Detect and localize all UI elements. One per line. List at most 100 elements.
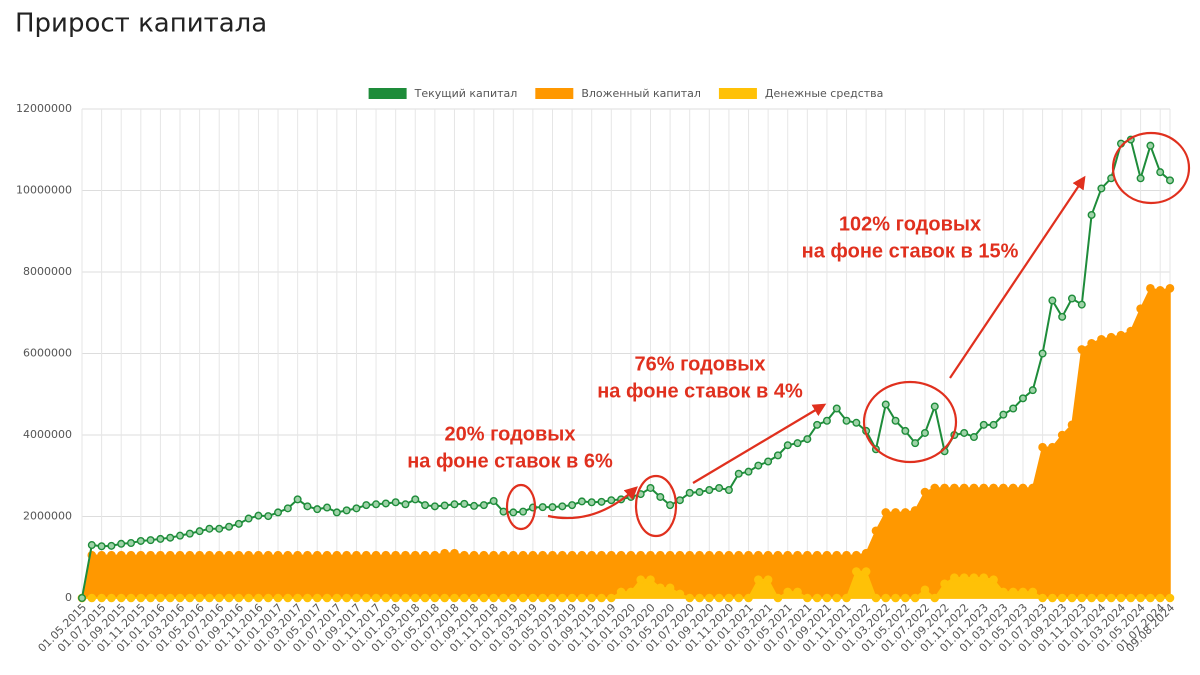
point <box>773 593 783 603</box>
point <box>146 550 155 560</box>
point <box>1028 483 1038 493</box>
point <box>783 441 792 450</box>
point <box>715 483 724 492</box>
point <box>1077 593 1087 603</box>
point <box>666 501 675 510</box>
point <box>1155 286 1165 295</box>
point <box>1038 593 1047 603</box>
point <box>685 488 694 497</box>
point <box>636 550 646 560</box>
point <box>1018 587 1028 597</box>
point <box>616 550 626 560</box>
point <box>234 550 244 560</box>
point <box>832 593 842 603</box>
y-tick-label: 2000000 <box>23 510 72 523</box>
point <box>901 508 910 517</box>
point <box>1116 330 1126 340</box>
point <box>274 508 283 517</box>
point <box>813 420 822 429</box>
point <box>430 593 440 603</box>
point <box>744 550 753 560</box>
point <box>626 587 636 597</box>
point <box>205 524 214 533</box>
y-tick-label: 12000000 <box>16 102 72 115</box>
point <box>410 550 420 560</box>
point <box>87 541 96 550</box>
point <box>185 550 195 560</box>
point <box>263 593 273 603</box>
point <box>332 508 341 517</box>
point <box>538 550 547 560</box>
highlight-circle <box>634 474 678 538</box>
point <box>450 500 459 509</box>
point <box>254 593 263 603</box>
point <box>1067 593 1077 603</box>
point <box>97 542 106 551</box>
point <box>1126 593 1136 603</box>
point <box>763 550 773 560</box>
point <box>430 502 439 511</box>
point <box>1136 304 1145 313</box>
point <box>332 593 342 603</box>
point <box>773 451 782 460</box>
point <box>1106 332 1116 342</box>
point <box>460 499 469 508</box>
point <box>469 550 479 560</box>
point <box>273 593 283 603</box>
point <box>127 538 136 547</box>
point <box>861 548 871 558</box>
point <box>420 550 430 560</box>
point <box>656 550 665 560</box>
point <box>1146 593 1155 603</box>
point <box>303 502 312 511</box>
point <box>107 593 116 603</box>
point <box>754 575 763 584</box>
point <box>401 500 410 509</box>
point <box>999 483 1008 493</box>
y-tick-label: 4000000 <box>23 428 72 441</box>
point <box>734 469 743 478</box>
point <box>195 527 204 536</box>
point <box>1146 141 1155 150</box>
point <box>1077 300 1086 309</box>
point <box>744 467 753 476</box>
point <box>891 508 900 517</box>
point <box>146 536 155 545</box>
point <box>557 550 567 560</box>
point <box>577 497 586 506</box>
point <box>1156 168 1165 177</box>
point <box>146 593 155 603</box>
point <box>1097 593 1106 603</box>
point <box>518 593 528 603</box>
point <box>528 593 538 603</box>
point <box>1048 296 1057 305</box>
point <box>1087 210 1096 219</box>
point <box>313 505 322 514</box>
point <box>871 526 881 536</box>
point <box>87 593 97 603</box>
point <box>371 550 381 560</box>
point <box>646 550 655 560</box>
point <box>793 439 802 448</box>
y-tick-label: 10000000 <box>16 184 72 197</box>
point <box>911 439 920 448</box>
point <box>459 550 469 560</box>
point <box>950 573 959 582</box>
point <box>852 567 861 576</box>
point <box>1008 587 1018 597</box>
legend-label: Вложенный капитал <box>581 87 701 100</box>
point <box>891 416 900 425</box>
point <box>117 539 126 548</box>
point <box>1165 176 1174 185</box>
point <box>1116 593 1126 603</box>
point <box>283 550 293 560</box>
point <box>969 483 979 493</box>
point <box>401 550 410 560</box>
point <box>763 575 773 584</box>
point <box>607 496 616 505</box>
point <box>244 593 253 603</box>
point <box>871 593 881 603</box>
point <box>303 593 312 603</box>
point <box>793 587 802 597</box>
point <box>822 416 831 425</box>
